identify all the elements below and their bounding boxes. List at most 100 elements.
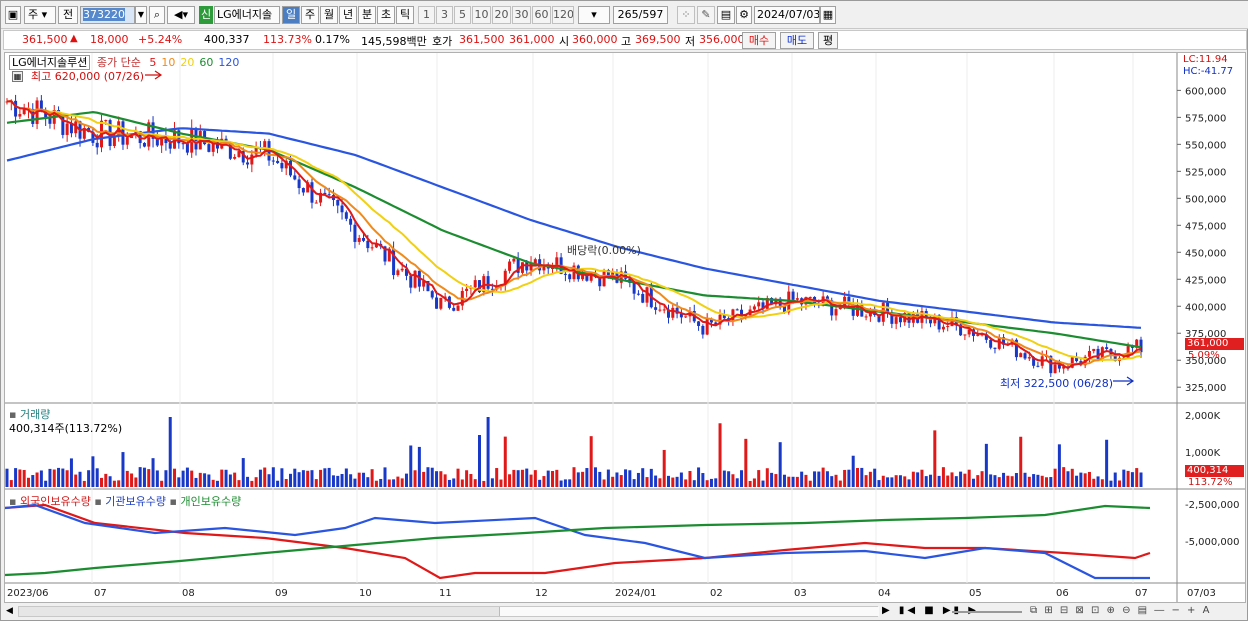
volume-bar: [688, 470, 692, 487]
code-dropdown-icon[interactable]: ▼: [135, 6, 147, 24]
count-dropdown[interactable]: ▾: [578, 6, 610, 24]
calendar-icon[interactable]: ▦: [820, 6, 836, 24]
count-field[interactable]: 265/597: [613, 6, 668, 24]
y-tick-label: 375,000: [1185, 329, 1226, 340]
candle-body: [69, 123, 73, 134]
volume-bar: [39, 470, 43, 487]
interval-button[interactable]: 30: [512, 6, 531, 24]
chart-area[interactable]: 600,000 575,000 550,000 525,000 500,000 475,0…: [4, 52, 1246, 603]
date-field[interactable]: 2024/07/03: [754, 6, 820, 24]
candle-body: [314, 202, 318, 204]
mode-button[interactable]: 전: [58, 6, 78, 24]
holding-tick-label: -2,500,000: [1185, 500, 1240, 511]
code-input[interactable]: 373220: [80, 6, 135, 24]
volume-bar: [297, 472, 301, 487]
volume-bar: [185, 467, 189, 487]
period-button[interactable]: 주: [301, 6, 319, 24]
period-button[interactable]: 일: [282, 6, 300, 24]
candle-body: [473, 280, 477, 288]
buy-button[interactable]: 매수: [742, 32, 776, 49]
candle-body: [215, 141, 219, 149]
save-icon[interactable]: ▤: [717, 6, 735, 24]
volume-bar: [370, 469, 374, 487]
market-select[interactable]: 주 ▾: [24, 6, 56, 24]
table-toggle-icon[interactable]: ▦: [12, 71, 23, 82]
volume-bar: [692, 480, 696, 487]
volume-bar: [1130, 472, 1134, 487]
volume-tick-label: 1,000K: [1185, 448, 1221, 459]
volume-bar: [572, 467, 576, 487]
sell-button[interactable]: 매도: [780, 32, 814, 49]
x-tick-label: 07: [1135, 588, 1148, 599]
volume-bar: [890, 477, 894, 487]
volume-bar: [447, 479, 451, 487]
volume-bar: [731, 474, 735, 487]
candle-body: [898, 317, 902, 323]
candle-body: [997, 337, 1001, 349]
tool-icon[interactable]: ✎: [697, 6, 715, 24]
interval-button[interactable]: 1: [418, 6, 435, 24]
volume-bar: [276, 480, 280, 487]
current-pct-tag: 5.09%: [1188, 350, 1220, 361]
volume-bar: [121, 452, 125, 487]
volume-bar: [1096, 476, 1100, 487]
y-tick-label: 600,000: [1185, 86, 1226, 97]
speaker-icon[interactable]: ◀▾: [167, 6, 195, 24]
candle-body: [959, 324, 963, 336]
volume-bar: [971, 478, 975, 487]
x-tick-label: 07/03: [1187, 588, 1216, 599]
interval-button[interactable]: 60: [532, 6, 551, 24]
candle-body: [890, 312, 894, 324]
price-legend: LG에너지솔루션 종가 단순 5 10 20 60 120: [9, 54, 239, 70]
quote-bar: 361,500 ▲ 18,000 +5.24% 400,337 113.73% …: [3, 30, 1247, 50]
volume-bar: [160, 480, 164, 487]
x-tick-label: 2023/06: [7, 588, 49, 599]
candle-body: [830, 300, 834, 316]
period-button[interactable]: 월: [320, 6, 338, 24]
search-icon[interactable]: ⌕: [149, 6, 165, 24]
scroll-left-icon[interactable]: ◀: [6, 606, 13, 616]
volume-bar: [903, 476, 907, 487]
scrollbar-thumb[interactable]: [499, 607, 879, 616]
period-button[interactable]: 틱: [396, 6, 414, 24]
volume-bar: [611, 476, 615, 487]
interval-button[interactable]: 10: [472, 6, 491, 24]
volume-bar: [82, 480, 86, 487]
period-button[interactable]: 분: [358, 6, 376, 24]
volume-bar: [963, 473, 967, 487]
volume-bar: [804, 474, 808, 487]
window-icon[interactable]: ▣: [5, 6, 21, 24]
volume-bar: [967, 469, 971, 487]
volume-bar: [1092, 478, 1096, 487]
playback-controls[interactable]: ▶ ▮◀ ■ ▶▮ ▶: [882, 605, 979, 616]
x-tick-label: 09: [275, 588, 288, 599]
interval-button[interactable]: 5: [454, 6, 471, 24]
high-arrow: [145, 70, 163, 80]
period-button[interactable]: 년: [339, 6, 357, 24]
grid-icon[interactable]: ⁘: [677, 6, 695, 24]
view-tool-icons[interactable]: ⧉ ⊞ ⊟ ⊠ ⊡ ⊕ ⊖ ▤ ― − + A: [1030, 605, 1212, 616]
volume-bar: [271, 467, 275, 487]
volume-bar: [602, 479, 606, 487]
gear-icon[interactable]: ⚙: [736, 6, 752, 24]
interval-button[interactable]: 120: [552, 6, 574, 24]
volume-bar: [164, 470, 168, 487]
volume-bar: [761, 480, 765, 487]
ma-legend-item: 60: [199, 56, 214, 69]
interval-button[interactable]: 20: [492, 6, 511, 24]
y-tick-label: 475,000: [1185, 221, 1226, 232]
stock-name-field[interactable]: LG에너지솔: [214, 6, 280, 24]
eval-button[interactable]: 평: [818, 32, 838, 49]
volume-bar: [220, 469, 224, 487]
volume-bar: [57, 467, 61, 487]
candle-body: [765, 298, 769, 309]
period-button[interactable]: 초: [377, 6, 395, 24]
candle-body: [658, 309, 662, 311]
open-value: 360,000: [572, 33, 618, 46]
high-annotation: 최고 620,000 (07/26): [31, 70, 145, 83]
volume-bar: [1122, 469, 1126, 487]
zoom-slider[interactable]: [952, 611, 1022, 613]
candle-body: [284, 160, 288, 169]
interval-button[interactable]: 3: [436, 6, 453, 24]
scrollbar-track[interactable]: [18, 606, 879, 617]
